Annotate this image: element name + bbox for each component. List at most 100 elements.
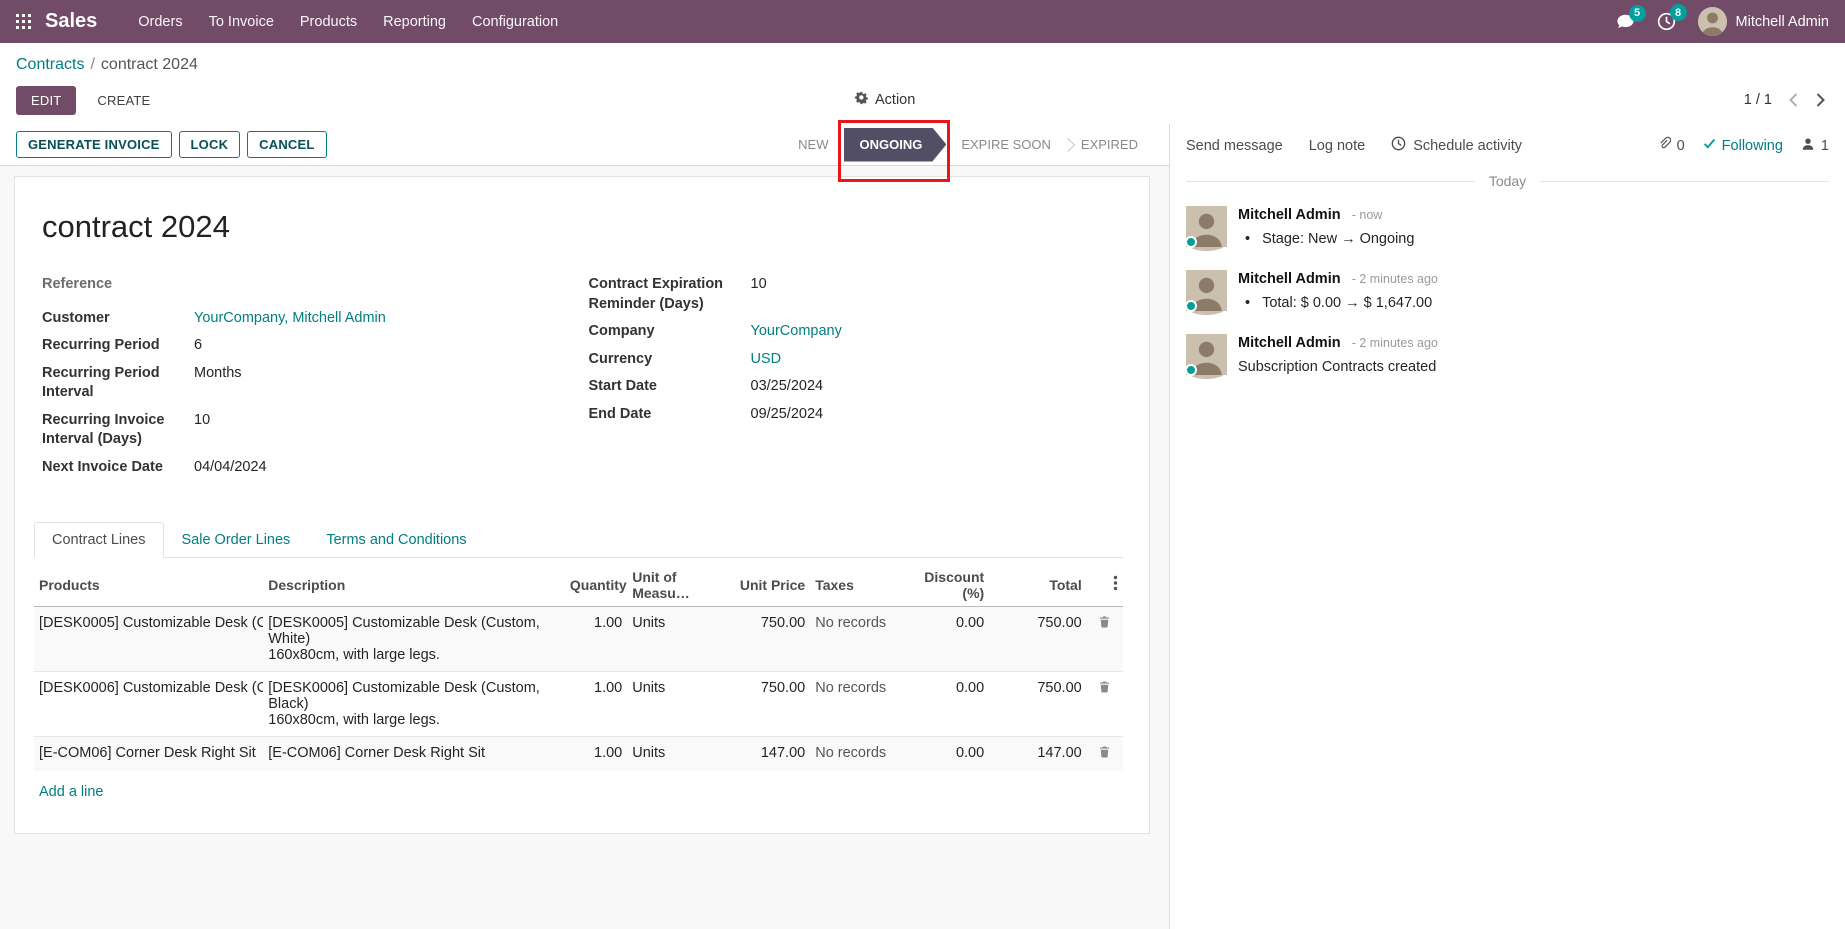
message-content: Mitchell Admin - now Stage: New → Ongoin… (1238, 206, 1414, 247)
topbar-right: 5 8 Mitchell Admin (1616, 4, 1829, 36)
col-uom[interactable]: Unit of Measu… (627, 559, 734, 607)
row2-description: [DESK0006] Customizable Desk (Custom, Bl… (263, 670, 565, 736)
activities-icon[interactable]: 8 (1657, 4, 1687, 31)
customer-label: Customer (42, 309, 110, 326)
menu-orders[interactable]: Orders (138, 13, 183, 30)
log-note-button[interactable]: Log note (1308, 137, 1366, 154)
col-unit-price[interactable]: Unit Price (733, 559, 811, 607)
stage-expire-soon[interactable]: EXPIRE SOON (961, 137, 1051, 152)
table-row[interactable]: [DESK0005] Customizable Desk (Custom, … … (34, 606, 1123, 671)
next-invoice-date-label: Next Invoice Date (42, 458, 163, 475)
table-header-row: Products Description Quantity Unit of Me… (34, 559, 1123, 607)
presence-indicator (1185, 300, 1197, 312)
date-divider: Today (1186, 173, 1829, 189)
message-author: Mitchell Admin (1238, 335, 1341, 351)
action-menu[interactable]: Action (854, 91, 915, 109)
delete-row-icon[interactable] (1086, 735, 1123, 771)
message-content: Mitchell Admin - 2 minutes ago Total: $ … (1238, 270, 1438, 311)
following-button[interactable]: Following (1703, 137, 1783, 154)
table-row[interactable]: [DESK0006] Customizable Desk (Custom, … … (34, 670, 1123, 736)
col-discount[interactable]: Discount (%) (898, 559, 990, 607)
create-button[interactable]: CREATE (82, 86, 165, 115)
record-title: contract 2024 (42, 209, 230, 244)
lock-button[interactable]: LOCK (178, 131, 241, 158)
messages-icon[interactable]: 5 (1616, 4, 1646, 31)
col-total[interactable]: Total (989, 559, 1087, 607)
stage-new[interactable]: NEW (798, 137, 829, 152)
field-recurring-period-interval: Recurring Period Interval Months (42, 364, 553, 403)
optional-columns-icon[interactable] (1086, 559, 1123, 607)
schedule-activity-button[interactable]: Schedule activity (1391, 136, 1522, 155)
attachments-button[interactable]: 0 (1657, 136, 1685, 155)
row2-desc-line1: [DESK0006] Customizable Desk (Custom, Bl… (268, 679, 540, 712)
avatar (1185, 334, 1227, 379)
company-value-link[interactable]: YourCompany (750, 323, 842, 340)
menu-configuration[interactable]: Configuration (472, 13, 559, 30)
avatar (1185, 270, 1227, 315)
user-menu[interactable]: Mitchell Admin (1697, 7, 1829, 36)
tab-sale-order-lines[interactable]: Sale Order Lines (181, 531, 291, 548)
message-body: Subscription Contracts created (1238, 359, 1437, 375)
col-description[interactable]: Description (263, 559, 565, 607)
menu-to-invoice[interactable]: To Invoice (208, 13, 274, 30)
row1-taxes: No records (815, 614, 887, 631)
message-content: Mitchell Admin - 2 minutes ago Subscript… (1238, 334, 1438, 375)
col-products[interactable]: Products (34, 559, 264, 607)
field-group: Reference Customer YourCompany, Mitchell… (42, 275, 1123, 486)
chatter-message: Mitchell Admin - 2 minutes ago Subscript… (1170, 321, 1845, 385)
content: GENERATE INVOICE LOCK CANCEL NEW ONGOING… (0, 120, 1845, 929)
followers-count: 1 (1820, 137, 1829, 154)
stage-expired[interactable]: EXPIRED (1066, 124, 1153, 165)
contract-lines-table: Products Description Quantity Unit of Me… (34, 559, 1123, 771)
row1-uom: Units (632, 614, 666, 631)
col-taxes[interactable]: Taxes (810, 559, 899, 607)
row1-discount: 0.00 (955, 614, 985, 631)
delete-row-icon[interactable] (1086, 670, 1123, 736)
followers-button[interactable]: 1 (1801, 137, 1829, 155)
company-label: Company (588, 323, 655, 340)
row1-total: 750.00 (1037, 614, 1082, 631)
menu-reporting[interactable]: Reporting (383, 13, 446, 30)
messages-badge: 5 (1628, 4, 1646, 22)
row1-product: [DESK0005] Customizable Desk (Custom, … (39, 614, 263, 631)
table-row[interactable]: [E-COM06] Corner Desk Right Sit [E-COM06… (34, 735, 1123, 771)
message-header: Mitchell Admin - now (1238, 206, 1382, 223)
app-name[interactable]: Sales (45, 10, 98, 32)
chatter-meta: 0 Following 1 (1657, 136, 1829, 155)
form-sheet: contract 2024 Reference Customer YourCom… (14, 176, 1150, 834)
row3-product: [E-COM06] Corner Desk Right Sit (34, 735, 264, 771)
followers-icon (1801, 137, 1815, 155)
currency-value-link[interactable]: USD (750, 350, 782, 367)
menu-products[interactable]: Products (299, 13, 358, 30)
row1-quantity: 1.00 (594, 614, 623, 631)
message-author: Mitchell Admin (1238, 207, 1341, 223)
chevron-left-icon[interactable] (1788, 92, 1799, 108)
field-currency: Currency USD (589, 350, 1094, 370)
edit-button[interactable]: EDIT (16, 85, 77, 115)
message-author: Mitchell Admin (1238, 271, 1341, 287)
delete-row-icon[interactable] (1087, 606, 1123, 671)
row2-uom: Units (627, 670, 734, 736)
send-message-button[interactable]: Send message (1186, 137, 1283, 154)
customer-value-link[interactable]: YourCompany, Mitchell Admin (194, 309, 386, 326)
field-customer: Customer YourCompany, Mitchell Admin (42, 309, 553, 329)
field-column-left: Reference Customer YourCompany, Mitchell… (42, 275, 583, 486)
chatter-toolbar: Send message Log note Schedule activity … (1170, 124, 1845, 163)
cancel-button[interactable]: CANCEL (247, 131, 327, 158)
field-end-date: End Date 09/25/2024 (589, 405, 1094, 425)
following-label: Following (1721, 137, 1783, 154)
tab-contract-lines[interactable]: Contract Lines (34, 521, 164, 558)
tab-terms-and-conditions[interactable]: Terms and Conditions (326, 531, 467, 548)
message-time: - 2 minutes ago (1351, 272, 1438, 286)
generate-invoice-button[interactable]: GENERATE INVOICE (16, 131, 172, 158)
apps-grid-icon[interactable] (16, 14, 31, 29)
presence-indicator (1185, 236, 1197, 248)
pager-count: 1 / 1 (1743, 92, 1772, 108)
recurring-period-interval-value: Months (194, 364, 242, 381)
row3-taxes: No records (810, 735, 899, 771)
col-quantity[interactable]: Quantity (564, 559, 628, 607)
breadcrumb-contracts-link[interactable]: Contracts (16, 56, 85, 73)
add-a-line-link[interactable]: Add a line (39, 783, 104, 800)
stage-ongoing[interactable]: ONGOING (844, 128, 947, 162)
chevron-right-icon[interactable] (1815, 92, 1826, 108)
